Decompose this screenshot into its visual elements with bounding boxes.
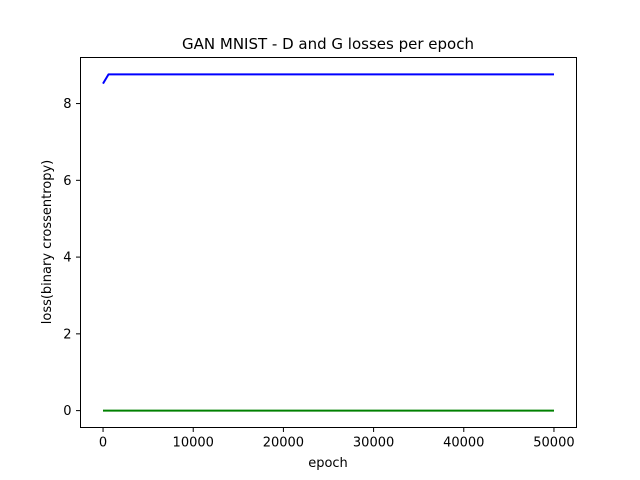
x-tick-label: 50000 xyxy=(533,436,574,451)
x-tick-label: 0 xyxy=(99,436,107,451)
y-axis-label: loss(binary crossentropy) xyxy=(40,160,55,325)
y-axis: 0 2 4 6 8 xyxy=(63,97,81,419)
x-axis-label: epoch xyxy=(308,456,348,471)
y-tick-label: 6 xyxy=(63,174,71,189)
chart-title: GAN MNIST - D and G losses per epoch xyxy=(182,35,474,53)
y-tick-label: 0 xyxy=(63,404,71,419)
plot-area xyxy=(102,73,554,412)
x-tick-label: 10000 xyxy=(173,436,214,451)
series-line-1 xyxy=(102,73,554,85)
y-tick-label: 2 xyxy=(63,327,71,342)
x-axis: 0 10000 20000 30000 40000 50000 xyxy=(99,427,575,451)
x-tick-label: 30000 xyxy=(353,436,394,451)
plot-frame xyxy=(80,57,577,428)
x-tick-label: 20000 xyxy=(263,436,304,451)
y-tick-label: 4 xyxy=(63,251,71,266)
y-tick-label: 8 xyxy=(63,97,71,112)
x-tick-label: 40000 xyxy=(443,436,484,451)
